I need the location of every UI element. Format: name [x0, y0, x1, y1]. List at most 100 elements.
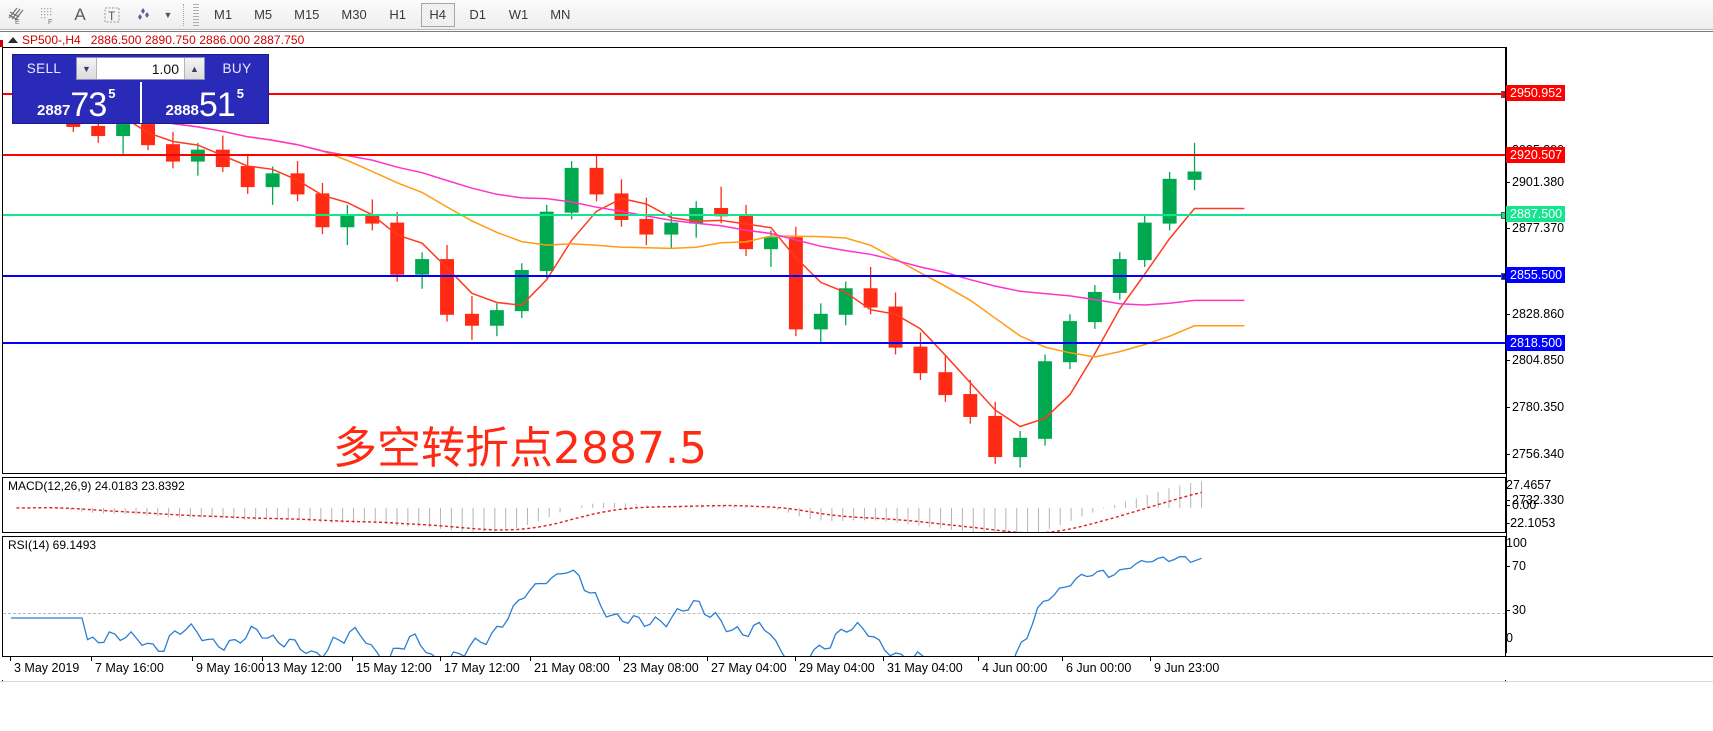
objects-icon[interactable] — [128, 1, 160, 29]
time-axis-label: 15 May 12:00 — [356, 661, 432, 675]
timeframe-m30[interactable]: M30 — [341, 7, 367, 22]
price-axis[interactable]: 2925.390 2901.380 2877.370 2852.860 2828… — [1506, 47, 1713, 700]
axis-tick: 2732.330 — [1506, 493, 1564, 508]
time-axis-label: 13 May 12:00 — [266, 661, 342, 675]
level-handle[interactable] — [1501, 91, 1505, 98]
indicators-icon[interactable]: E — [0, 1, 32, 29]
order-panel-prices: 2887 73 5 2888 51 5 — [13, 82, 268, 123]
buy-price-major: 51 — [198, 86, 236, 124]
macd-axis-tick: -22.1053 — [1506, 516, 1555, 531]
timeframe-w1[interactable]: W1 — [508, 7, 529, 22]
bottom-status-strip — [0, 681, 1713, 731]
level-label-2855[interactable]: 2855.500 — [1506, 267, 1566, 283]
time-axis-label: 7 May 16:00 — [95, 661, 164, 675]
timeframe-m1[interactable]: M1 — [214, 7, 233, 22]
toolbar-drag-handle[interactable] — [193, 3, 199, 26]
svg-text:F: F — [48, 19, 52, 25]
axis-tick-label: 2732.330 — [1512, 493, 1565, 507]
time-axis-tick — [352, 657, 353, 661]
chart-text-annotation[interactable]: 多空转折点2887.5 — [333, 423, 707, 474]
axis-tick: 2828.860 — [1506, 307, 1564, 322]
buy-button[interactable]: 2888 51 5 — [139, 82, 269, 124]
one-click-trading-panel[interactable]: SELL ▼ 1.00 ▲ BUY 2887 73 5 2888 51 5 — [12, 54, 269, 124]
axis-tick-label: 2804.850 — [1512, 353, 1565, 367]
level-handle[interactable] — [1501, 212, 1505, 219]
time-axis-tick — [440, 657, 441, 661]
volume-input[interactable]: 1.00 — [97, 58, 184, 79]
toolbar-divider — [183, 3, 184, 26]
time-axis-tick — [707, 657, 708, 661]
axis-tick-label: 2877.370 — [1512, 221, 1565, 235]
text-tool-icon[interactable]: A — [74, 4, 86, 24]
level-line-2887[interactable] — [3, 212, 1505, 219]
chart-ohlc-values: 2886.500 2890.750 2886.000 2887.750 — [90, 32, 305, 47]
time-axis-tick — [619, 657, 620, 661]
level-line-2920[interactable] — [3, 154, 1505, 156]
chart-symbol-label: SP500-,H4 — [22, 32, 81, 47]
price-pane[interactable]: 多空转折点2887.5 — [2, 47, 1506, 474]
order-panel-top-row: SELL ▼ 1.00 ▲ BUY — [13, 55, 268, 82]
grid-crosshair-icon[interactable]: F — [32, 1, 64, 29]
chart-canvas-area[interactable]: 多空转折点2887.5 MACD(12,26,9) 24.0183 23.839… — [0, 47, 1713, 731]
collapse-triangle-icon[interactable] — [8, 36, 18, 43]
macd-axis-tick-label: -22.1053 — [1506, 516, 1556, 530]
time-axis-tick — [192, 657, 193, 661]
svg-text:T: T — [108, 9, 116, 23]
timeframe-mn[interactable]: MN — [550, 7, 571, 22]
volume-increase-icon[interactable]: ▲ — [184, 58, 204, 79]
volume-stepper[interactable]: ▼ 1.00 ▲ — [76, 57, 205, 80]
axis-tick: 2804.850 — [1506, 353, 1564, 368]
level-line-2855[interactable] — [3, 273, 1505, 280]
timeframe-h4[interactable]: H4 — [420, 2, 455, 27]
chevron-down-icon[interactable]: ▼ — [163, 9, 173, 20]
axis-tick: 2877.370 — [1506, 221, 1564, 236]
level-label-2950[interactable]: 2950.952 — [1506, 85, 1566, 101]
buy-label[interactable]: BUY — [222, 61, 252, 76]
chart-left-marker — [0, 40, 3, 48]
svg-text:E: E — [15, 19, 20, 25]
axis-tick: 2901.380 — [1506, 175, 1564, 190]
time-axis-tick — [795, 657, 796, 661]
time-axis-label: 21 May 08:00 — [534, 661, 610, 675]
sell-label[interactable]: SELL — [26, 61, 62, 76]
macd-pane[interactable]: MACD(12,26,9) 24.0183 23.8392 — [2, 477, 1506, 533]
rsi-indicator-label: RSI(14) 69.1493 — [8, 538, 97, 552]
time-axis-tick — [883, 657, 884, 661]
time-axis-label: 9 May 16:00 — [196, 661, 265, 675]
buy-price-integer: 2888 — [165, 102, 199, 119]
rsi-axis-tick: 70 — [1506, 559, 1526, 574]
chart-toolbar: E F A T — [0, 0, 1713, 30]
time-axis-tick — [91, 657, 92, 661]
sell-price-fraction: 5 — [108, 86, 116, 101]
level-label-2920[interactable]: 2920.507 — [1506, 147, 1566, 163]
axis-tick-label: 2756.340 — [1512, 447, 1565, 461]
macd-indicator-label: MACD(12,26,9) 24.0183 23.8392 — [8, 479, 185, 493]
macd-series — [16, 481, 1203, 532]
volume-decrease-icon[interactable]: ▼ — [77, 58, 97, 79]
timeframe-m15[interactable]: M15 — [294, 7, 320, 22]
level-line-2818[interactable] — [3, 342, 1505, 344]
level-handle[interactable] — [1501, 273, 1505, 280]
level-label-2818[interactable]: 2818.500 — [1506, 335, 1566, 351]
axis-tick-label: 2828.860 — [1512, 307, 1565, 321]
time-axis[interactable]: 3 May 2019 7 May 16:00 9 May 16:00 13 May 1… — [2, 656, 1713, 680]
level-line-2950[interactable] — [3, 91, 1505, 98]
time-axis-tick — [10, 657, 11, 661]
sell-button[interactable]: 2887 73 5 — [13, 82, 140, 123]
time-axis-label: 9 Jun 23:00 — [1154, 661, 1220, 675]
macd-axis-tick-label: 27.4657 — [1506, 478, 1552, 492]
rsi-axis-tick: 100 — [1506, 536, 1527, 551]
rsi-level-70-line — [3, 613, 1505, 614]
rsi-axis-tick-label: 70 — [1512, 559, 1526, 573]
axis-tick-label: 2901.380 — [1512, 175, 1565, 189]
timeframe-m5[interactable]: M5 — [254, 7, 273, 22]
chart-quote-header: SP500-,H4 2886.500 2890.750 2886.000 288… — [0, 31, 1713, 47]
rsi-axis-tick: 30 — [1506, 603, 1526, 618]
rsi-axis-tick-label: 30 — [1512, 603, 1526, 617]
level-label-2887[interactable]: 2887.500 — [1506, 206, 1566, 222]
axis-tick: 2780.350 — [1506, 400, 1564, 415]
timeframe-h1[interactable]: H1 — [389, 7, 407, 22]
text-label-icon[interactable]: T — [96, 1, 128, 29]
timeframe-d1[interactable]: D1 — [469, 7, 487, 22]
